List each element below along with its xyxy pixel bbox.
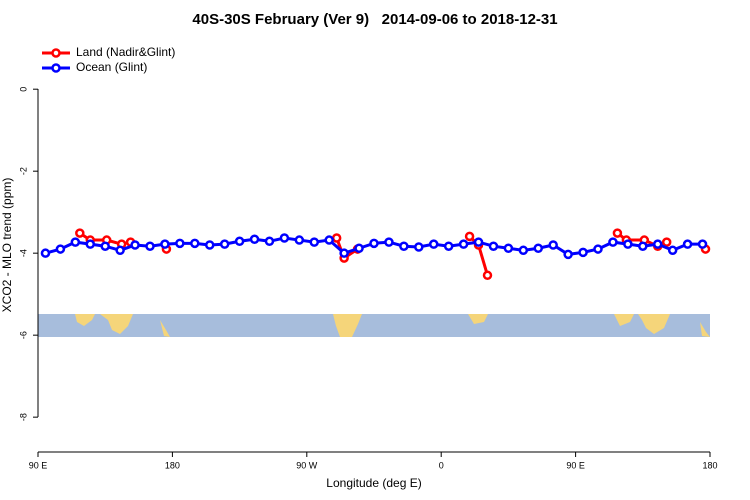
data-point [384, 237, 394, 247]
data-point [234, 236, 245, 247]
x-tick-label: 180 [165, 460, 180, 470]
data-point [464, 231, 475, 242]
legend-marker [51, 63, 61, 73]
data-point [533, 243, 544, 254]
data-point [612, 228, 623, 238]
chart-title: 40S-30S February (Ver 9) 2014-09-06 to 2… [192, 11, 557, 28]
data-point [339, 248, 349, 258]
y-tick-label: -4 [18, 249, 28, 257]
x-tick-label: 0 [439, 460, 444, 470]
data-point [75, 228, 85, 238]
map-strip [38, 314, 710, 337]
y-tick-label: -8 [18, 413, 28, 421]
data-point [682, 239, 693, 249]
legend-item: Ocean (Glint) [42, 60, 147, 74]
data-point [175, 238, 185, 249]
data-point [249, 234, 260, 244]
data-point [264, 236, 275, 247]
data-point [219, 239, 230, 249]
y-tick-label: -6 [18, 331, 28, 339]
x-tick-label: 180 [702, 460, 717, 470]
data-point [473, 237, 484, 247]
data-point [503, 243, 514, 254]
legend-item: Land (Nadir&Glint) [42, 45, 175, 59]
data-point [593, 244, 603, 254]
data-point [608, 237, 618, 247]
data-point [85, 239, 96, 249]
legend-marker [51, 48, 61, 58]
y-tick-label: -2 [18, 167, 28, 175]
data-point [578, 247, 588, 258]
x-tick-label: 90 W [296, 460, 318, 470]
data-point [70, 237, 81, 247]
x-axis-title: Longitude (deg E) [326, 476, 421, 490]
data-point [428, 239, 439, 249]
data-point [638, 241, 648, 251]
data-point [458, 239, 469, 249]
legend-label: Ocean (Glint) [76, 60, 147, 74]
data-point [443, 241, 454, 251]
y-tick-label: 0 [18, 87, 28, 92]
data-point [190, 238, 200, 249]
data-point [548, 240, 558, 250]
data-point [160, 239, 170, 249]
data-point [40, 248, 51, 258]
data-point [414, 242, 424, 252]
data-point [55, 244, 66, 254]
data-point [369, 238, 379, 249]
data-point [652, 239, 663, 249]
data-point [294, 235, 305, 245]
x-tick-label: 90 E [566, 460, 585, 470]
legend-label: Land (Nadir&Glint) [76, 45, 175, 59]
data-point [488, 241, 499, 251]
x-tick-label: 90 E [29, 460, 48, 470]
data-point [324, 235, 334, 245]
data-point [100, 241, 110, 251]
data-point [667, 245, 678, 256]
data-point [145, 241, 155, 251]
data-point [130, 240, 140, 250]
data-point [399, 241, 409, 251]
data-point [518, 245, 529, 256]
data-point [697, 239, 708, 249]
data-point [661, 237, 672, 247]
data-point [309, 237, 320, 247]
data-point [354, 243, 364, 254]
data-point [563, 249, 573, 260]
data-point [623, 239, 633, 249]
data-point [115, 245, 125, 256]
y-axis-title: XCO2 - MLO trend (ppm) [0, 178, 14, 313]
data-point [482, 270, 493, 281]
data-point [331, 233, 342, 243]
data-point [204, 240, 215, 250]
data-point [279, 233, 290, 243]
